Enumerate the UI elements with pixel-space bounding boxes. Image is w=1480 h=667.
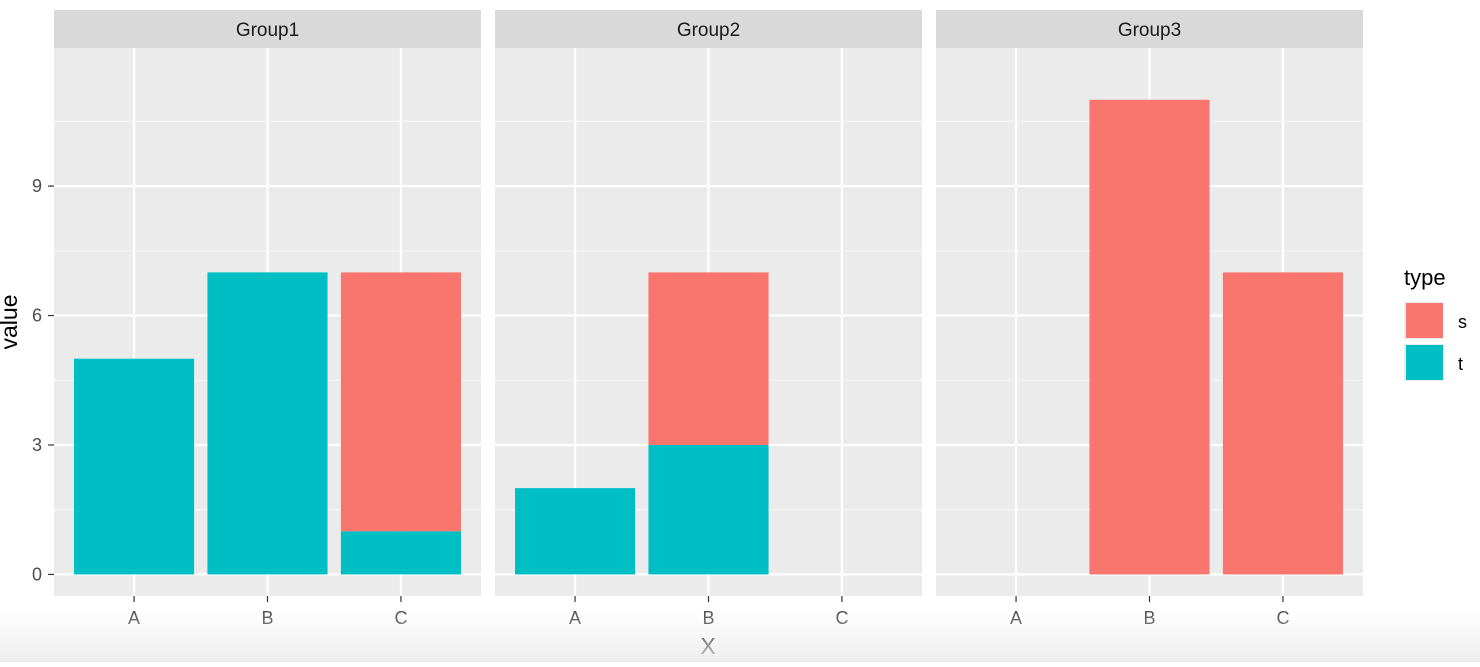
- facet-panel-2: Group2 A B C: [495, 10, 922, 628]
- bar-group1-c-t: [340, 531, 461, 575]
- facet-panel-3: Group3 A B C: [936, 10, 1363, 628]
- y-tick-label: 6: [32, 306, 42, 326]
- y-tick-label: 9: [32, 176, 42, 196]
- facet-strip: [936, 10, 1363, 48]
- x-tick-label: B: [702, 608, 714, 628]
- facet-strip: [495, 10, 922, 48]
- legend-key-s: [1406, 303, 1443, 338]
- legend-title: type: [1404, 265, 1446, 290]
- y-tick-label: 3: [32, 435, 42, 455]
- x-tick-label: C: [1276, 608, 1289, 628]
- facet-strip-label: Group2: [677, 20, 740, 41]
- legend: type s t: [1404, 265, 1467, 381]
- facet-panel-1: Group1 A B C: [54, 10, 481, 628]
- bar-group2-b-t: [648, 444, 769, 575]
- x-tick-label: B: [1143, 608, 1155, 628]
- facet-strip: [54, 10, 481, 48]
- x-axis-title: X: [700, 633, 715, 659]
- bar-group3-c-s: [1222, 272, 1343, 575]
- bar-group1-b-t: [207, 272, 328, 575]
- y-axis-title: value: [0, 295, 22, 350]
- bar-group1-c-s: [340, 272, 461, 532]
- legend-label-t: t: [1458, 354, 1463, 374]
- x-tick-label: C: [835, 608, 848, 628]
- bar-group2-a-t: [515, 488, 636, 575]
- x-tick-label: A: [128, 608, 140, 628]
- x-tick-label: A: [1010, 608, 1022, 628]
- y-tick-label: 0: [32, 564, 42, 584]
- bar-group3-b-s: [1089, 99, 1210, 575]
- legend-label-s: s: [1458, 312, 1467, 332]
- legend-key-t: [1406, 345, 1443, 380]
- facet-strip-label: Group3: [1118, 20, 1181, 41]
- x-tick-label: B: [261, 608, 273, 628]
- x-tick-label: C: [394, 608, 407, 628]
- x-tick-label: A: [569, 608, 581, 628]
- bar-group2-b-s: [648, 272, 769, 445]
- bar-group1-a-t: [74, 358, 195, 575]
- facet-strip-label: Group1: [236, 20, 299, 41]
